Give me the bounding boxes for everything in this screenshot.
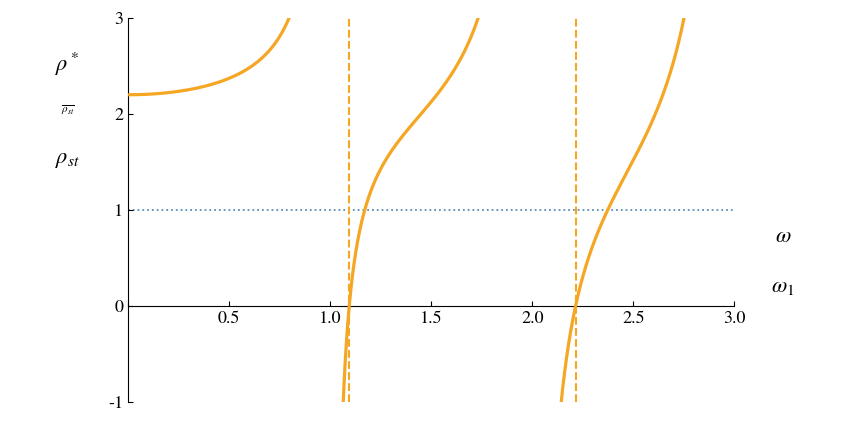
Text: $\rho^*$: $\rho^*$ [55, 51, 79, 78]
Text: $\omega_1$: $\omega_1$ [770, 277, 793, 297]
Text: $\rho_{st}$: $\rho_{st}$ [55, 150, 79, 170]
Text: $\overline{\rho_{st}}$: $\overline{\rho_{st}}$ [61, 103, 74, 117]
Text: $\omega$: $\omega$ [774, 227, 790, 247]
